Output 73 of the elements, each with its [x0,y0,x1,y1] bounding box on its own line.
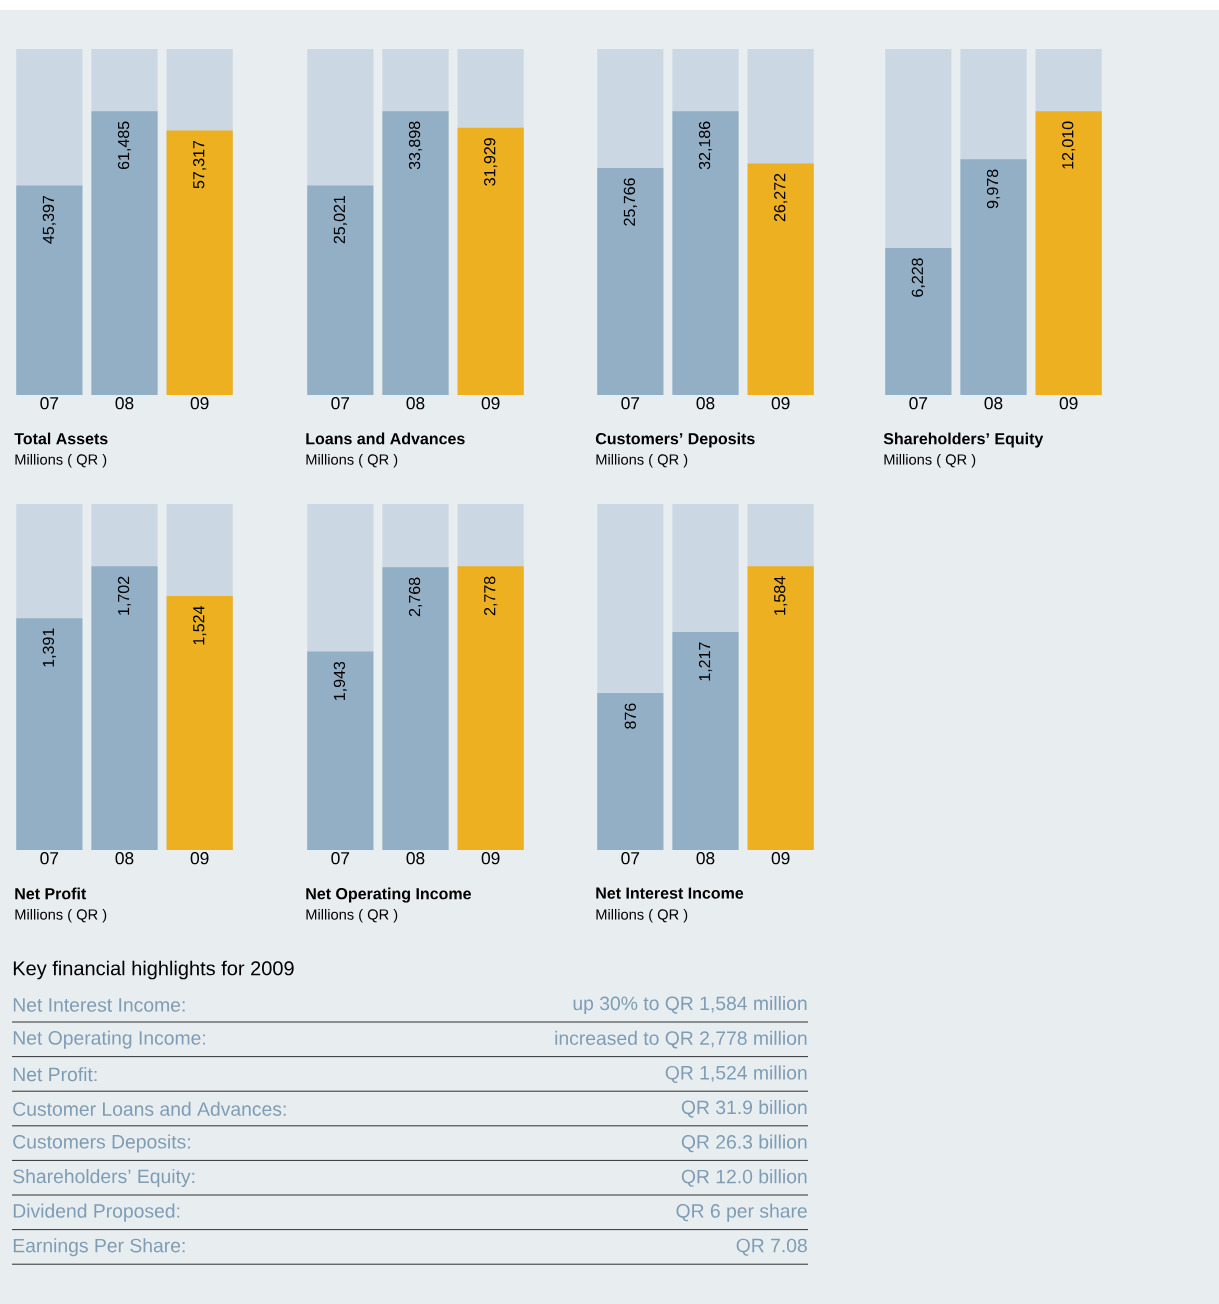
x-tick-label: 07 [40,852,59,865]
text: QR 12.0 billion [681,1169,807,1187]
text: QR 7.08 [736,1238,807,1256]
data-label: 61,485 [117,121,132,170]
data-label: 33,898 [408,121,423,170]
data-label: 1,217 [698,642,713,681]
text: Millions ( QR ) [306,453,398,468]
text: Customers Deposits: [13,1134,190,1153]
data-label: 2,768 [408,577,423,617]
x-tick-label: 09 [771,397,790,410]
data-label: 1,584 [774,576,788,615]
data-label: 25,021 [333,195,347,244]
x-tick-label: 07 [909,397,928,410]
text: Millions ( QR ) [884,453,976,468]
x-tick-label: 08 [406,852,425,865]
text: Customer Loans and Advances: [13,1101,286,1116]
x-tick-label: 09 [190,397,209,410]
data-label: 57,317 [193,140,207,189]
text: Net Operating Income [306,887,471,903]
x-tick-label: 08 [115,852,134,865]
data-label: 2,778 [484,576,498,616]
data-label: 1,702 [117,576,132,615]
x-tick-label: 07 [40,397,59,410]
text: QR 1,524 million [665,1065,807,1084]
text: Millions ( QR ) [306,908,398,923]
text: Millions ( QR ) [15,908,107,923]
text: Total Assets [14,432,108,445]
data-label: 1,391 [42,628,56,667]
data-label: 876 [624,703,636,729]
data-label: 1,524 [193,606,207,645]
text: QR 26.3 billion [681,1134,807,1153]
text: Dividend Proposed: [13,1203,180,1222]
x-tick-label: 07 [621,852,640,865]
x-tick-label: 08 [115,397,134,410]
text: Shareholders’ Equity [883,432,1044,448]
data-label: 26,272 [774,173,788,222]
text: up 30% to QR 1,584 million [573,996,807,1015]
text: Net Operating Income: [13,1030,205,1049]
data-label: 31,929 [484,138,498,186]
x-tick-label: 08 [696,397,715,410]
x-tick-label: 07 [331,852,350,865]
data-label: 9,978 [986,169,1001,209]
text: Shareholders’ Equity: [13,1169,195,1188]
x-tick-label: 09 [1059,397,1078,410]
data-label: 6,228 [911,258,925,297]
text: Key financial highlights for 2009 [13,960,294,980]
text: Net Profit [15,887,87,900]
data-label: 45,397 [42,195,56,244]
x-tick-label: 08 [406,397,425,410]
text: Net Interest Income: [13,998,185,1012]
data-label: 25,766 [623,178,637,226]
text: Customers’ Deposits [595,432,755,448]
x-tick-label: 07 [621,397,640,410]
x-tick-label: 08 [984,397,1003,410]
x-tick-label: 09 [190,852,209,865]
text: increased to QR 2,778 million [555,1030,807,1049]
text: Loans and Advances [306,432,465,445]
text: Millions ( QR ) [15,453,107,468]
x-tick-label: 08 [696,852,715,865]
text: Millions ( QR ) [596,453,688,468]
data-label: 12,010 [1062,121,1076,169]
text: Earnings Per Share: [13,1238,185,1257]
x-tick-label: 09 [481,852,500,865]
text: Millions ( QR ) [596,908,688,923]
text: QR 31.9 billion [681,1099,807,1118]
x-tick-label: 09 [771,852,790,865]
text: QR 6 per share [676,1203,807,1222]
text: Net Profit: [13,1067,97,1082]
text: Net Interest Income [596,887,744,899]
x-tick-label: 07 [331,397,350,410]
x-tick-label: 09 [481,397,500,410]
data-label: 1,943 [333,661,347,700]
data-label: 32,186 [698,121,713,170]
